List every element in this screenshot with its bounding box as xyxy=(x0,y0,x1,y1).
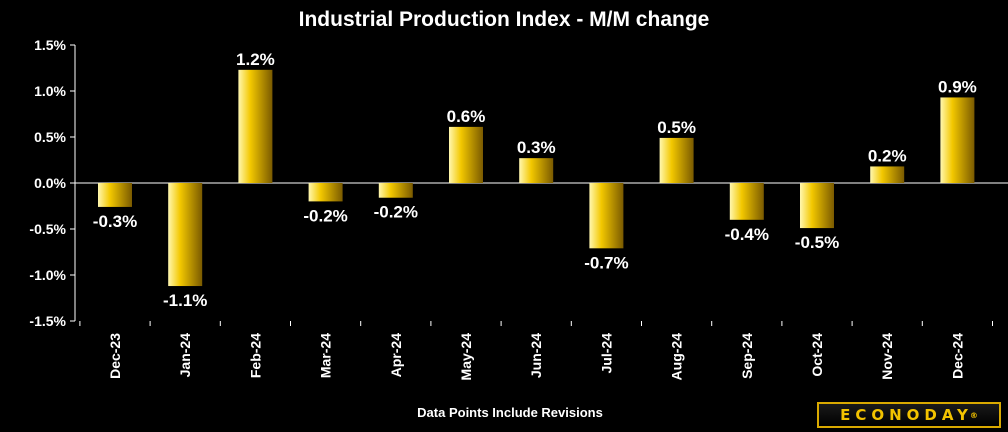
x-tick-label: Mar-24 xyxy=(318,333,334,378)
x-tick-label: Sep-24 xyxy=(739,333,755,379)
bars xyxy=(98,69,975,287)
econoday-logo: ECONODAY ® xyxy=(817,402,1001,428)
y-tick-label: 0.0% xyxy=(34,175,66,191)
data-label: -0.5% xyxy=(795,233,839,252)
bar-nov-24 xyxy=(870,166,905,183)
y-tick-label: 0.5% xyxy=(34,129,66,145)
data-label: -1.1% xyxy=(163,291,207,310)
x-tick-label: Feb-24 xyxy=(247,333,263,378)
data-label: 0.2% xyxy=(868,146,907,165)
data-label: -0.2% xyxy=(374,203,418,222)
bar-apr-24 xyxy=(378,183,413,198)
x-tick-label: Jun-24 xyxy=(528,333,544,378)
chart-title: Industrial Production Index - M/M change xyxy=(298,8,710,31)
x-tick-label: Oct-24 xyxy=(809,333,825,377)
data-label: -0.4% xyxy=(725,225,769,244)
x-tick-label: Dec-23 xyxy=(107,333,123,379)
x-tick-label: Aug-24 xyxy=(669,333,685,381)
x-tick-label: Dec-24 xyxy=(949,333,965,379)
data-label: 0.6% xyxy=(447,107,486,126)
x-tick-label: Nov-24 xyxy=(879,333,895,380)
bar-aug-24 xyxy=(659,137,694,183)
bar-sep-24 xyxy=(729,183,764,220)
x-tick-label: Jan-24 xyxy=(177,333,193,378)
y-tick-label: -1.5% xyxy=(29,313,66,329)
data-label: -0.3% xyxy=(93,212,137,231)
bar-may-24 xyxy=(449,126,483,183)
bar-mar-24 xyxy=(308,183,343,202)
bar-jun-24 xyxy=(519,158,554,183)
data-label: 0.9% xyxy=(938,77,977,96)
bar-jul-24 xyxy=(589,183,624,249)
x-tick-label: Apr-24 xyxy=(388,333,404,378)
footnote: Data Points Include Revisions xyxy=(417,405,603,420)
data-label: -0.2% xyxy=(303,206,347,225)
x-tick-label: Jul-24 xyxy=(598,333,614,374)
bar-jan-24 xyxy=(168,183,203,287)
y-tick-label: -0.5% xyxy=(29,221,66,237)
bar-dec-23 xyxy=(98,183,132,207)
bar-oct-24 xyxy=(800,183,834,229)
logo-registered-mark: ® xyxy=(969,410,978,420)
data-label: 0.5% xyxy=(657,118,696,137)
bar-dec-24 xyxy=(940,97,975,183)
y-tick-label: 1.0% xyxy=(34,83,66,99)
data-label: 0.3% xyxy=(517,138,556,157)
logo-text: ECONODAY xyxy=(840,406,973,424)
labels: -0.3% Dec-23 -1.1% Jan-24 1.2% Feb-24 -0.2% Mar… xyxy=(93,50,977,381)
data-label: -0.7% xyxy=(584,253,628,272)
y-tick-label: -1.0% xyxy=(29,267,66,283)
bar-feb-24 xyxy=(238,69,273,183)
data-label: 1.2% xyxy=(236,50,275,69)
x-tick-label: May-24 xyxy=(458,333,474,381)
y-tick-label: 1.5% xyxy=(34,37,66,53)
